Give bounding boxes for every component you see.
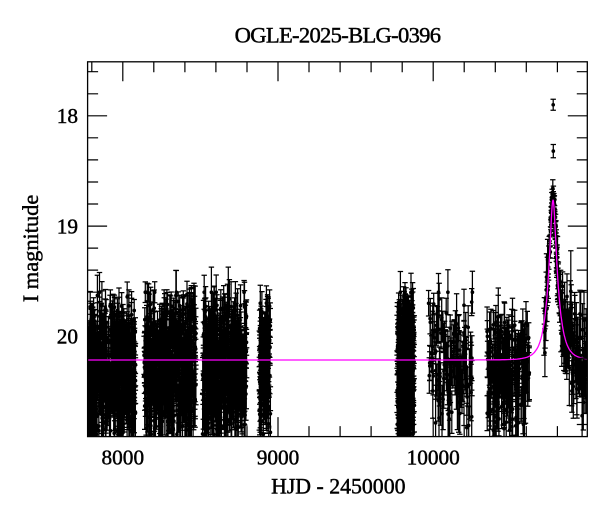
svg-text:I magnitude: I magnitude [18, 195, 43, 303]
svg-text:20: 20 [57, 325, 78, 349]
svg-text:10000: 10000 [407, 446, 460, 470]
svg-text:OGLE-2025-BLG-0396: OGLE-2025-BLG-0396 [235, 23, 441, 48]
svg-text:19: 19 [57, 214, 78, 238]
svg-text:8000: 8000 [102, 446, 145, 470]
svg-text:HJD - 2450000: HJD - 2450000 [271, 474, 406, 498]
svg-text:18: 18 [57, 104, 78, 128]
svg-text:9000: 9000 [257, 446, 300, 470]
